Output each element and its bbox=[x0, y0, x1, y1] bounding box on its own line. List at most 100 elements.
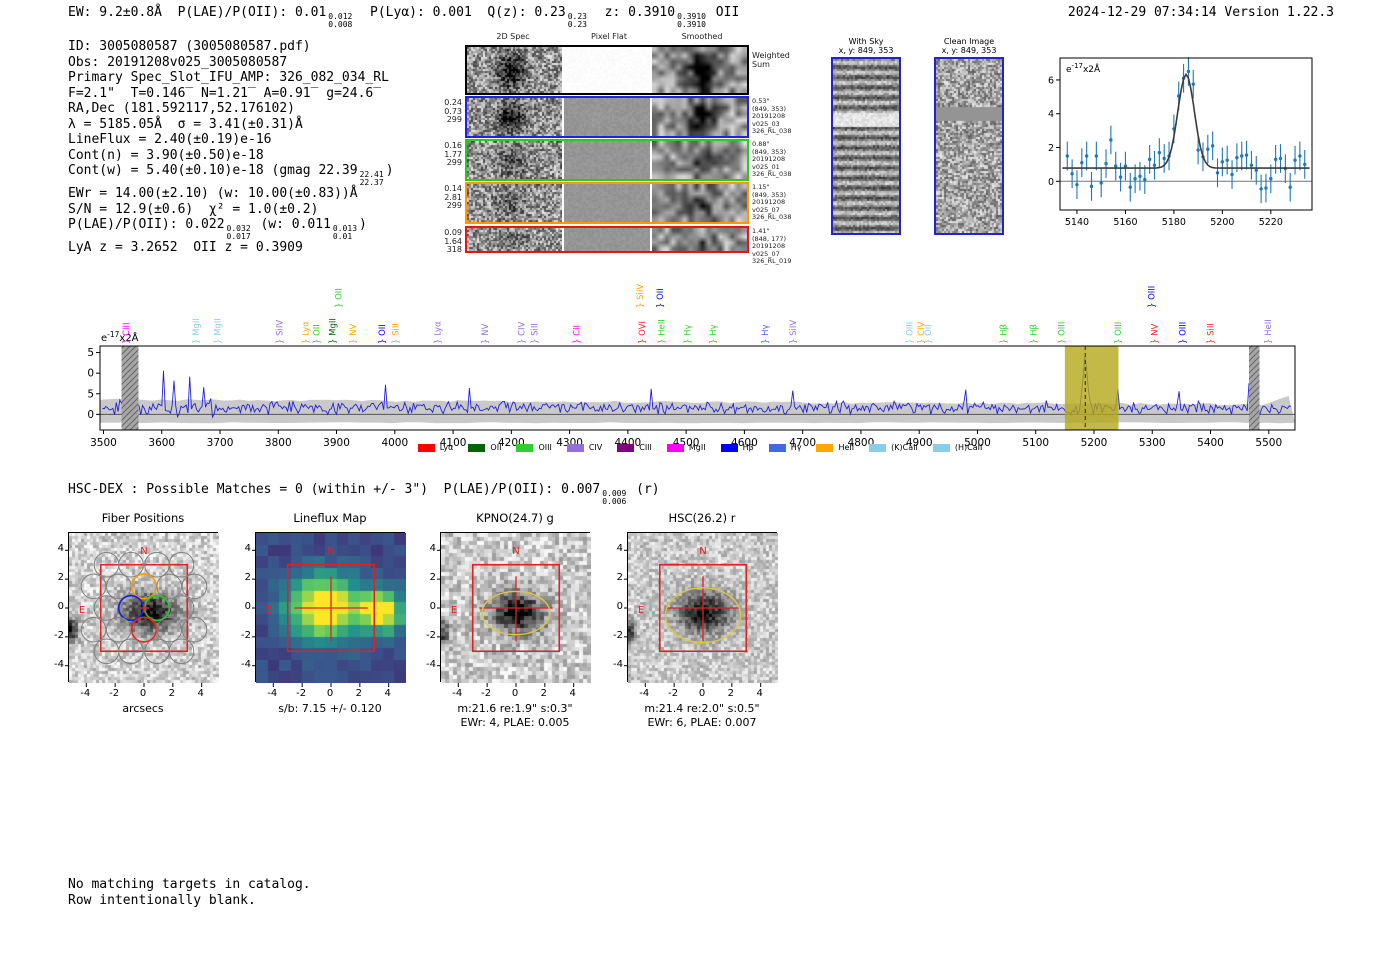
info-line-13: LyA z = 3.2652 OII z = 0.3909 bbox=[68, 240, 303, 255]
y-tick: 2 bbox=[244, 572, 251, 584]
legend-item-OII: OII bbox=[468, 443, 501, 452]
spec2d-row-4-left-labels: 0.09 1.64 318 bbox=[444, 228, 462, 255]
svg-text:5400: 5400 bbox=[1197, 437, 1224, 449]
line-label-Hγ: } Hγ bbox=[761, 324, 771, 344]
svg-text:3800: 3800 bbox=[265, 437, 292, 449]
spec2d-row-1 bbox=[465, 96, 749, 138]
x-tick: -2 bbox=[296, 688, 307, 699]
sky1-canvas bbox=[936, 59, 1002, 233]
legend-swatch bbox=[566, 443, 584, 452]
clean-image-coords: x, y: 849, 353 bbox=[941, 46, 997, 55]
line-label-SiIV: } SiIV bbox=[636, 284, 646, 308]
svg-text:5140: 5140 bbox=[1065, 217, 1089, 228]
info-line-4: F=2.1" T=0.146̅ N=1.21̅ A=0.91̅ g=24.6̅ bbox=[68, 85, 374, 101]
line-label-SiII: } SiII bbox=[531, 323, 541, 344]
svg-text:6: 6 bbox=[1048, 75, 1054, 86]
svg-text:4900: 4900 bbox=[906, 437, 933, 449]
x-tick: 4 bbox=[569, 688, 576, 699]
x-tick: 2 bbox=[727, 688, 735, 699]
legend-swatch bbox=[932, 443, 950, 452]
x-tick: -4 bbox=[639, 688, 650, 699]
legend-swatch bbox=[768, 443, 786, 452]
cutout-title: Lineflux Map bbox=[293, 511, 367, 525]
line-label-OIII: } OIII bbox=[1148, 286, 1158, 308]
line-label-Hβ: } Hβ bbox=[1029, 324, 1039, 344]
x-tick: 2 bbox=[355, 688, 363, 699]
line-label-CII: } CII bbox=[573, 325, 583, 344]
spec2d-image-r0c1 bbox=[564, 47, 650, 93]
svg-text:4100: 4100 bbox=[440, 437, 467, 449]
spec2d-row-1-right-labels: 0.53" (849, 353) 20191208 v025_03 326_RL_038 bbox=[752, 97, 792, 136]
catalog-match-line: HSC-DEX : Possible Matches = 0 (within +… bbox=[68, 482, 660, 506]
spec2d-row-2-left-labels: 0.16 1.77 299 bbox=[444, 141, 462, 168]
x-tick: 4 bbox=[197, 688, 204, 699]
svg-text:0.0: 0.0 bbox=[88, 409, 94, 421]
y-tick: -4 bbox=[613, 658, 623, 670]
cutout-caption-1: m:21.6 re:1.9" s:0.3" bbox=[457, 702, 573, 715]
x-tick: -4 bbox=[267, 688, 278, 699]
legend-item-CIV: CIV bbox=[566, 443, 602, 452]
x-tick: -2 bbox=[109, 688, 120, 699]
x-tick: 0 bbox=[511, 688, 519, 699]
legend-swatch bbox=[869, 443, 887, 452]
y-tick: -2 bbox=[613, 629, 623, 641]
svg-text:5000: 5000 bbox=[964, 437, 991, 449]
spec2d-row-3-right-labels: 1.15" (849, 353) 20191208 v025_07 326_RL_038 bbox=[752, 183, 792, 222]
info-line-1: ID: 3005080587 (3005080587.pdf) bbox=[68, 39, 311, 54]
info-line-12: P(LAE)/P(OII): 0.022 0.032 0.017 (w: 0.011… bbox=[68, 217, 367, 241]
spec2d-row-3 bbox=[465, 182, 749, 224]
emission-line-fit-plot: 5140 5160 5180 5200 5220 0 2 4 6 e-17x2Å bbox=[1048, 57, 1313, 228]
x-tick: 0 bbox=[698, 688, 706, 699]
full-spectrum-plot: 3500360037003800390040004100420043004400… bbox=[88, 284, 1296, 449]
info-line-11: S/N = 12.9(±0.6) χ² = 1.0(±0.2) bbox=[68, 201, 319, 217]
spec2d-row-3-left-labels: 0.14 2.81 299 bbox=[444, 184, 462, 211]
footer-notes: No matching targets in catalog. Row inte… bbox=[68, 877, 311, 908]
svg-text:5300: 5300 bbox=[1139, 437, 1166, 449]
line-label-OII: } OII bbox=[924, 324, 934, 344]
svg-text:3700: 3700 bbox=[207, 437, 234, 449]
y-tick: 4 bbox=[616, 543, 623, 555]
svg-text:0: 0 bbox=[1048, 177, 1054, 188]
info-line-3: Primary Spec_Slot_IFU_AMP: 326_082_034_R… bbox=[68, 70, 389, 85]
x-tick: 0 bbox=[326, 688, 334, 699]
line-label-OIII: } OIII bbox=[1114, 322, 1124, 344]
cutout-caption-2: EWr: 4, PLAE: 0.005 bbox=[460, 716, 570, 729]
line-label-OIII: } OIII bbox=[1057, 322, 1067, 344]
spec2d-image-r3c2 bbox=[652, 184, 747, 222]
line-label-OII: } OII bbox=[656, 288, 666, 308]
svg-text:2: 2 bbox=[1048, 143, 1054, 154]
cutout-image bbox=[256, 533, 406, 683]
spec2d-row-4-right-labels: 1.41" (848, 177) 20191208 v025_07 326_RL_019 bbox=[752, 227, 792, 266]
legend-swatch bbox=[617, 443, 635, 452]
legend-swatch bbox=[417, 443, 435, 452]
legend-item-OIII: OIII bbox=[516, 443, 552, 452]
legend-swatch bbox=[468, 443, 486, 452]
legend-item-MgII: MgII bbox=[666, 443, 706, 452]
svg-text:4700: 4700 bbox=[789, 437, 816, 449]
footer-line-2: Row intentionally blank. bbox=[68, 892, 256, 908]
svg-text:3600: 3600 bbox=[148, 437, 175, 449]
y-tick: 2 bbox=[616, 572, 623, 584]
x-tick: 4 bbox=[756, 688, 763, 699]
svg-text:5220: 5220 bbox=[1259, 217, 1283, 228]
y-tick: -4 bbox=[241, 658, 251, 670]
cutout-title: HSC(26.2) r bbox=[668, 511, 736, 525]
x-tick: -4 bbox=[80, 688, 91, 699]
cutout-image bbox=[69, 533, 219, 683]
info-line-7: LineFlux = 2.40(±0.19)e-16 bbox=[68, 132, 272, 147]
x-tick: 4 bbox=[384, 688, 391, 699]
line-label-Hγ: } Hγ bbox=[683, 324, 693, 344]
svg-text:e-17x2Å: e-17x2Å bbox=[101, 330, 139, 344]
spec2d-image-r0c2 bbox=[652, 47, 747, 93]
line-label-SiII: } SiII bbox=[1207, 323, 1217, 344]
spec2d-col-header-1: 2D Spec bbox=[496, 32, 530, 41]
y-tick: -2 bbox=[54, 629, 64, 641]
cutout-title: Fiber Positions bbox=[101, 511, 185, 525]
legend-item-Hγ: Hγ bbox=[768, 443, 801, 452]
y-tick: 4 bbox=[57, 543, 64, 555]
spec2d-image-r0c0 bbox=[467, 47, 562, 93]
spec2d-image-r2c2 bbox=[652, 141, 747, 179]
legend-item-(K)CaII: (K)CaII bbox=[869, 443, 918, 452]
